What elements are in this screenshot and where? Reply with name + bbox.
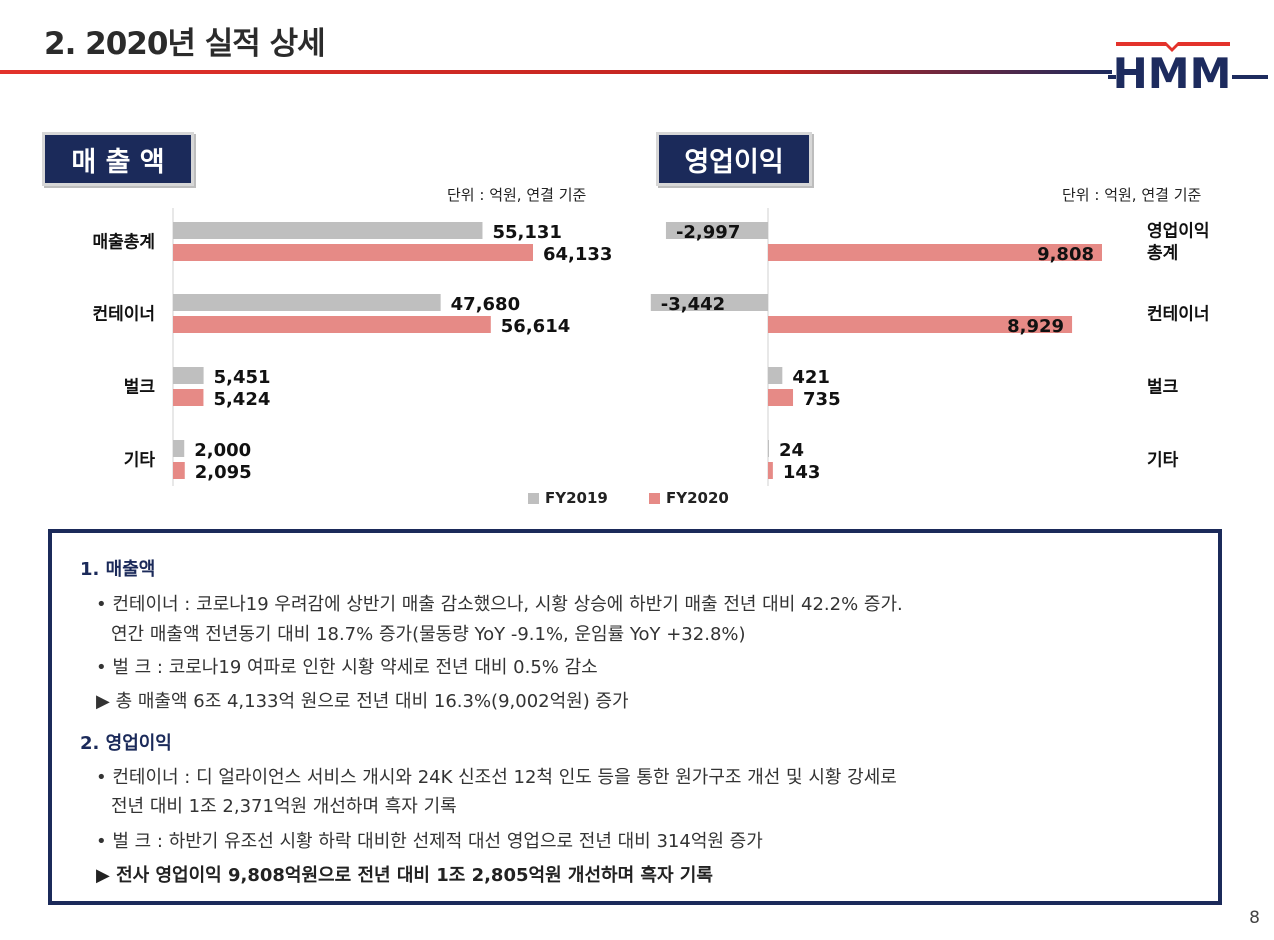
legend-swatch-fy2020	[649, 492, 660, 504]
op-summary-heading: 2. 영업이익	[80, 733, 172, 754]
chart-1-bar-fy2019	[650, 294, 768, 311]
revenue-container-detail: 연간 매출액 전년동기 대비 18.7% 증가(물동량 YoY -9.1%, 운…	[111, 624, 746, 645]
legend-label-fy2019: FY2019	[545, 489, 608, 507]
op-container-detail: 전년 대비 1조 2,371억원 개선하며 흑자 기록	[111, 796, 457, 817]
chart-1-category-label: 벌크	[1147, 378, 1179, 398]
chart-0-category-label: 기타	[124, 451, 156, 471]
chart-0-category-label: 벌크	[124, 378, 156, 398]
chart-1-value-label-fy2020: 143	[783, 462, 821, 483]
hmm-logo: HMM	[1108, 42, 1268, 96]
chart-1-value-label-fy2019: -2,997	[676, 222, 740, 243]
chart-0-value-label-fy2020: 2,095	[195, 462, 252, 483]
legend-fy2019: FY2019	[528, 489, 608, 507]
operating-profit-unit: 단위 : 억원, 연결 기준	[1062, 186, 1202, 204]
page-title: 2. 2020년 실적 상세	[44, 26, 326, 62]
chart-0-value-label-fy2019: 55,131	[492, 222, 561, 243]
chart-0-category-label: 컨테이너	[92, 305, 155, 325]
revenue-badge: 매 출 액	[42, 132, 194, 186]
chart-1-bar-fy2019	[768, 367, 783, 384]
revenue-bulk-line: • 벌 크 : 코로나19 여파로 인한 시황 약세로 전년 대비 0.5% 감…	[96, 657, 598, 678]
chart-1-bar-fy2019	[665, 222, 768, 239]
chart-0-bar-fy2019	[173, 367, 204, 384]
chart-1-bar-fy2020	[768, 316, 1073, 333]
chart-0-value-label-fy2020: 5,424	[213, 389, 270, 410]
chart-0-bar-fy2020	[173, 462, 185, 479]
chart-0-value-label-fy2019: 47,680	[451, 294, 520, 315]
chart-1-category-label: 컨테이너	[1147, 305, 1210, 325]
chart-1-category-label: 기타	[1147, 451, 1179, 471]
chart-0-bar-fy2020	[173, 389, 204, 406]
op-total-line: ▶ 전사 영업이익 9,808억원으로 전년 대비 1조 2,805억원 개선하…	[96, 865, 713, 886]
summary-box	[48, 529, 1222, 905]
chart-1-bar-fy2020	[768, 389, 794, 406]
revenue-summary-heading: 1. 매출액	[80, 559, 156, 580]
chart-0-category-label: 매출총계	[92, 233, 155, 253]
legend-swatch-fy2019	[528, 492, 539, 504]
chart-0-value-label-fy2020: 56,614	[501, 316, 570, 337]
chart-1-bar-fy2020	[768, 244, 1102, 261]
chart-0-bar-fy2019	[173, 294, 441, 311]
chart-0-value-label-fy2019: 2,000	[194, 440, 251, 461]
chart-1-bar-fy2020	[768, 462, 773, 479]
chart-1-value-label-fy2019: -3,442	[661, 294, 725, 315]
logo-text: HMM	[1113, 49, 1232, 96]
revenue-container-line: • 컨테이너 : 코로나19 우려감에 상반기 매출 감소했으나, 시황 상승에…	[96, 594, 903, 615]
chart-1-value-label-fy2019: 24	[779, 440, 804, 461]
chart-0-value-label-fy2019: 5,451	[214, 367, 271, 388]
legend-fy2020: FY2020	[649, 489, 729, 507]
operating-profit-badge: 영업이익	[656, 132, 812, 186]
chart-1-value-label-fy2019: 421	[792, 367, 830, 388]
chart-0-bar-fy2020	[173, 316, 491, 333]
chart-1-category-label: 총계	[1147, 244, 1178, 264]
header-divider	[0, 70, 1112, 74]
legend-label-fy2020: FY2020	[666, 489, 729, 507]
chart-0-bar-fy2019	[173, 440, 185, 457]
op-bulk-line: • 벌 크 : 하반기 유조선 시황 하락 대비한 선제적 대선 영업으로 전년…	[96, 831, 763, 852]
chart-1-category-label: 영업이익	[1147, 222, 1210, 242]
chart-1-value-label-fy2020: 9,808	[1037, 244, 1094, 265]
chart-0-value-label-fy2020: 64,133	[543, 244, 612, 265]
chart-0-bar-fy2019	[173, 222, 483, 239]
op-container-line: • 컨테이너 : 디 얼라이언스 서비스 개시와 24K 신조선 12척 인도 …	[96, 767, 897, 788]
chart-0-bar-fy2020	[173, 244, 533, 261]
revenue-unit: 단위 : 억원, 연결 기준	[447, 186, 587, 204]
chart-1-value-label-fy2020: 8,929	[1007, 316, 1064, 337]
revenue-total-line: ▶ 총 매출액 6조 4,133억 원으로 전년 대비 16.3%(9,002억…	[96, 691, 629, 712]
chart-1-value-label-fy2020: 735	[803, 389, 841, 410]
page-number: 8	[1249, 908, 1260, 928]
chart-1-bar-fy2019	[768, 440, 769, 457]
